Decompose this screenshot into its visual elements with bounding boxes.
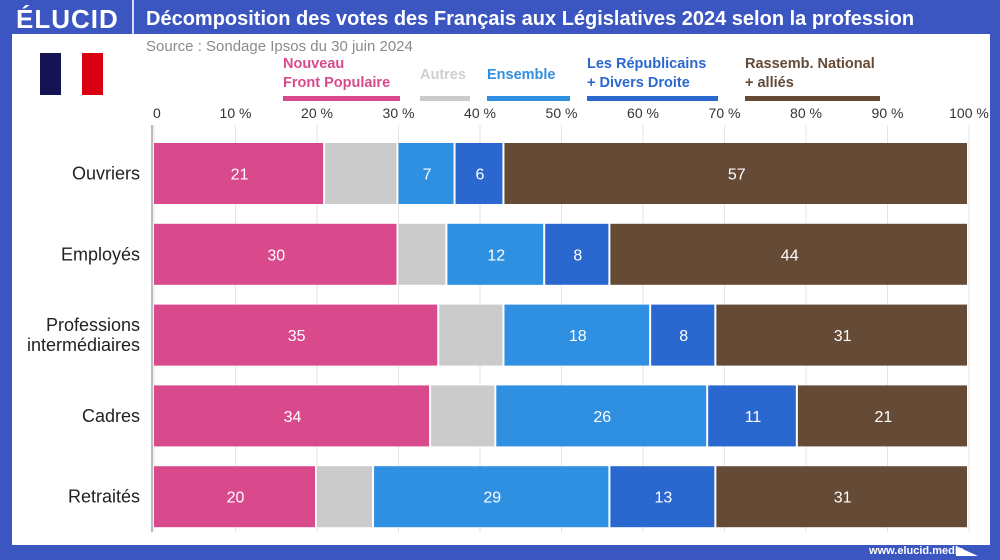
legend-label: Rassemb. National [745, 56, 875, 72]
brand-logo: ÉLUCID [16, 4, 119, 34]
bar-segment [317, 466, 373, 528]
bar-segment [610, 223, 967, 285]
chart-subtitle: Source : Sondage Ipsos du 30 juin 2024 [146, 38, 413, 55]
data-label: 21 [875, 409, 893, 426]
data-label: 8 [679, 328, 688, 345]
data-label: 35 [288, 328, 306, 345]
data-label: 18 [569, 328, 587, 345]
bar-segment [398, 223, 446, 285]
data-label: 30 [267, 247, 285, 264]
data-label: 29 [483, 490, 501, 507]
bar-segment [716, 466, 967, 528]
legend-swatch [283, 96, 400, 101]
chart-title: Décomposition des votes des Français aux… [146, 8, 915, 30]
bar-segment [439, 304, 503, 366]
data-label: 7 [423, 167, 432, 184]
x-tick-label: 100 % [949, 105, 989, 121]
bar-segment [154, 385, 430, 447]
legend-label: Ensemble [487, 67, 556, 83]
bar-segment [374, 466, 609, 528]
bar-segment [154, 143, 324, 204]
bar-segment [154, 466, 315, 528]
bar-segment [651, 304, 715, 366]
header-divider [132, 0, 134, 34]
bar-segment [496, 385, 707, 447]
bar-segment [797, 385, 967, 447]
x-tick-label: 60 % [627, 105, 659, 121]
bar-segment [545, 223, 609, 285]
legend-label: Front Populaire [283, 75, 390, 91]
bar-segment [431, 385, 495, 447]
data-label: 21 [231, 167, 249, 184]
bar-segment [325, 143, 397, 204]
footer-url: www.elucid.media [869, 545, 964, 557]
legend-label: + Divers Droite [587, 75, 690, 91]
chart-panel [12, 34, 990, 545]
legend-label: Autres [420, 67, 466, 83]
category-label: intermédiaires [27, 335, 140, 355]
data-label: 11 [745, 409, 762, 426]
x-tick-label: 70 % [709, 105, 741, 121]
x-tick-label: 20 % [301, 105, 333, 121]
bar-segment [447, 223, 544, 285]
category-label: Professions [46, 315, 140, 335]
bar-segment [455, 143, 503, 204]
category-label: Ouvriers [72, 164, 140, 184]
legend-swatch [587, 96, 718, 101]
bar-segment [154, 304, 438, 366]
data-label: 8 [573, 247, 582, 264]
data-label: 26 [593, 409, 611, 426]
bar-segment [708, 385, 796, 447]
x-tick-label: 80 % [790, 105, 822, 121]
data-label: 12 [487, 247, 505, 264]
category-label: Employés [61, 244, 140, 264]
x-tick-label: 40 % [464, 105, 496, 121]
legend-label: Nouveau [283, 56, 344, 72]
legend-swatch [487, 96, 570, 101]
category-label: Retraités [68, 487, 140, 507]
data-label: 34 [284, 409, 302, 426]
bar-segment [716, 304, 967, 366]
legend-swatch [420, 96, 470, 101]
legend-label: Les Républicains [587, 56, 706, 72]
data-label: 57 [728, 167, 746, 184]
french-flag-icon [40, 53, 103, 95]
data-label: 13 [654, 490, 672, 507]
data-label: 31 [834, 490, 852, 507]
data-label: 20 [227, 490, 245, 507]
data-label: 31 [834, 328, 852, 345]
data-label: 44 [781, 247, 799, 264]
x-tick-label: 10 % [220, 105, 252, 121]
bar-segment [398, 143, 454, 204]
category-label: Cadres [82, 406, 140, 426]
bar-segment [610, 466, 715, 528]
legend-label: + alliés [745, 75, 794, 91]
bar-segment [504, 304, 650, 366]
brand-mark-icon [956, 546, 978, 556]
legend-swatch [745, 96, 880, 101]
bar-segment [504, 143, 967, 204]
x-tick-label: 50 % [546, 105, 578, 121]
x-tick-label: 90 % [872, 105, 904, 121]
bar-segment [154, 223, 397, 285]
data-label: 6 [476, 167, 485, 184]
x-tick-label: 30 % [383, 105, 415, 121]
x-tick-label: 0 [153, 105, 161, 121]
